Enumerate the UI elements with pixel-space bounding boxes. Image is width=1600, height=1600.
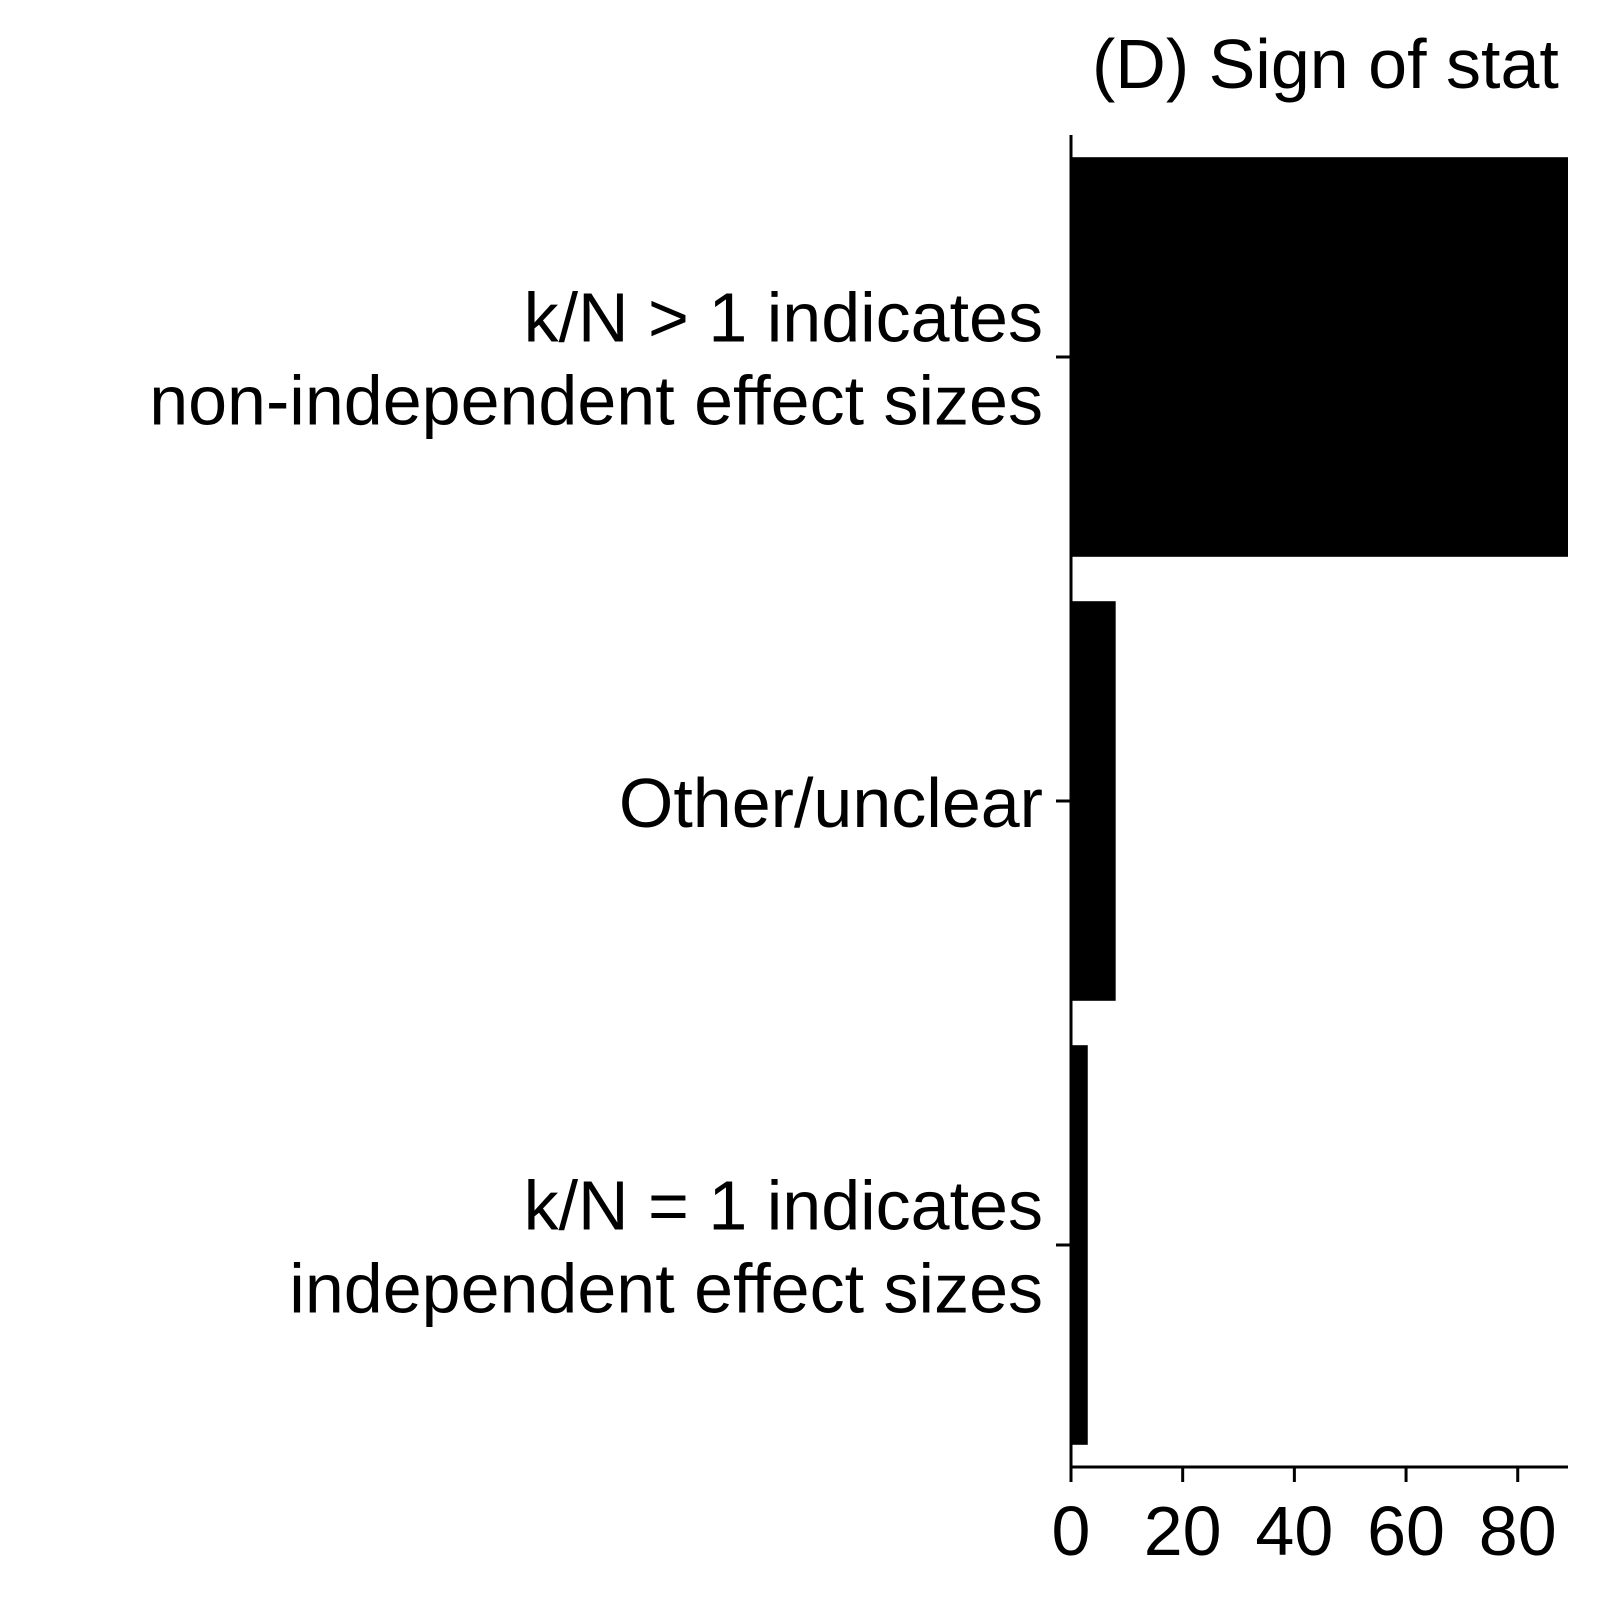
plot-area [1071,157,1568,1445]
y-tick-label: independent effect sizes [289,1250,1043,1328]
y-tick-label: non-independent effect sizes [149,362,1043,440]
bar [1071,601,1116,1001]
y-tick-label: Other/unclear [619,764,1043,842]
x-tick-label: 40 [1255,1492,1333,1570]
bar [1071,157,1568,557]
chart-title: (D) Sign of stat [1092,25,1559,103]
x-tick-label: 60 [1367,1492,1445,1570]
y-tick-label: k/N = 1 indicates [524,1167,1043,1245]
x-tick-label: 80 [1479,1492,1557,1570]
bar [1071,1045,1088,1445]
y-tick-label: k/N > 1 indicates [524,279,1043,357]
x-tick-label: 0 [1052,1492,1091,1570]
x-tick-label: 20 [1144,1492,1222,1570]
x-axis: 0 20 40 60 80 [1052,1465,1568,1570]
